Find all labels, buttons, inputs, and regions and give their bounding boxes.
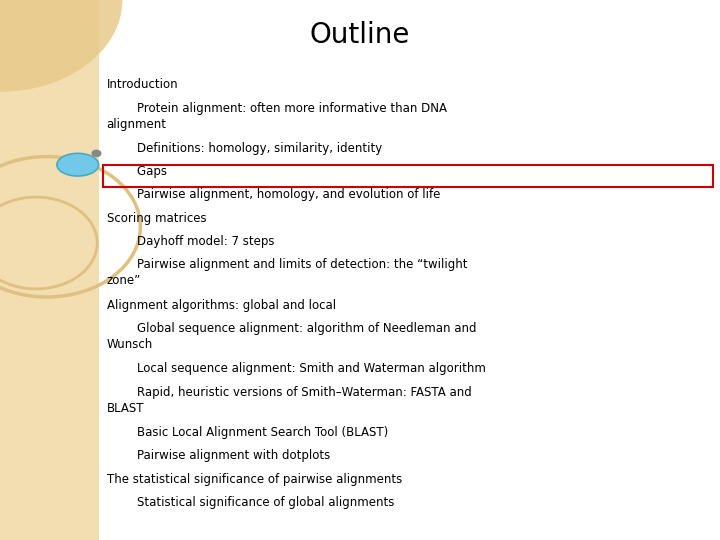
Text: Introduction: Introduction — [107, 78, 178, 91]
Text: Pairwise alignment, homology, and evolution of life: Pairwise alignment, homology, and evolut… — [107, 188, 440, 201]
Text: Rapid, heuristic versions of Smith–Waterman: FASTA and
BLAST: Rapid, heuristic versions of Smith–Water… — [107, 386, 472, 415]
Text: Gaps: Gaps — [107, 165, 166, 178]
Text: Local sequence alignment: Smith and Waterman algorithm: Local sequence alignment: Smith and Wate… — [107, 362, 485, 375]
Text: Dayhoff model: 7 steps: Dayhoff model: 7 steps — [107, 235, 274, 248]
Text: Definitions: homology, similarity, identity: Definitions: homology, similarity, ident… — [107, 142, 382, 155]
Text: Global sequence alignment: algorithm of Needleman and
Wunsch: Global sequence alignment: algorithm of … — [107, 322, 476, 351]
Text: Protein alignment: often more informative than DNA
alignment: Protein alignment: often more informativ… — [107, 102, 446, 131]
Ellipse shape — [57, 153, 99, 176]
Text: Pairwise alignment with dotplots: Pairwise alignment with dotplots — [107, 449, 330, 462]
Text: Outline: Outline — [310, 21, 410, 49]
Wedge shape — [0, 0, 122, 92]
Text: Alignment algorithms: global and local: Alignment algorithms: global and local — [107, 299, 336, 312]
Text: Statistical significance of global alignments: Statistical significance of global align… — [107, 496, 394, 509]
Text: Basic Local Alignment Search Tool (BLAST): Basic Local Alignment Search Tool (BLAST… — [107, 426, 388, 439]
Circle shape — [91, 150, 102, 157]
Text: Pairwise alignment and limits of detection: the “twilight
zone”: Pairwise alignment and limits of detecti… — [107, 258, 467, 287]
Text: Scoring matrices: Scoring matrices — [107, 212, 206, 225]
Text: The statistical significance of pairwise alignments: The statistical significance of pairwise… — [107, 472, 402, 485]
Bar — [103, 165, 713, 187]
Bar — [0, 0, 99, 540]
